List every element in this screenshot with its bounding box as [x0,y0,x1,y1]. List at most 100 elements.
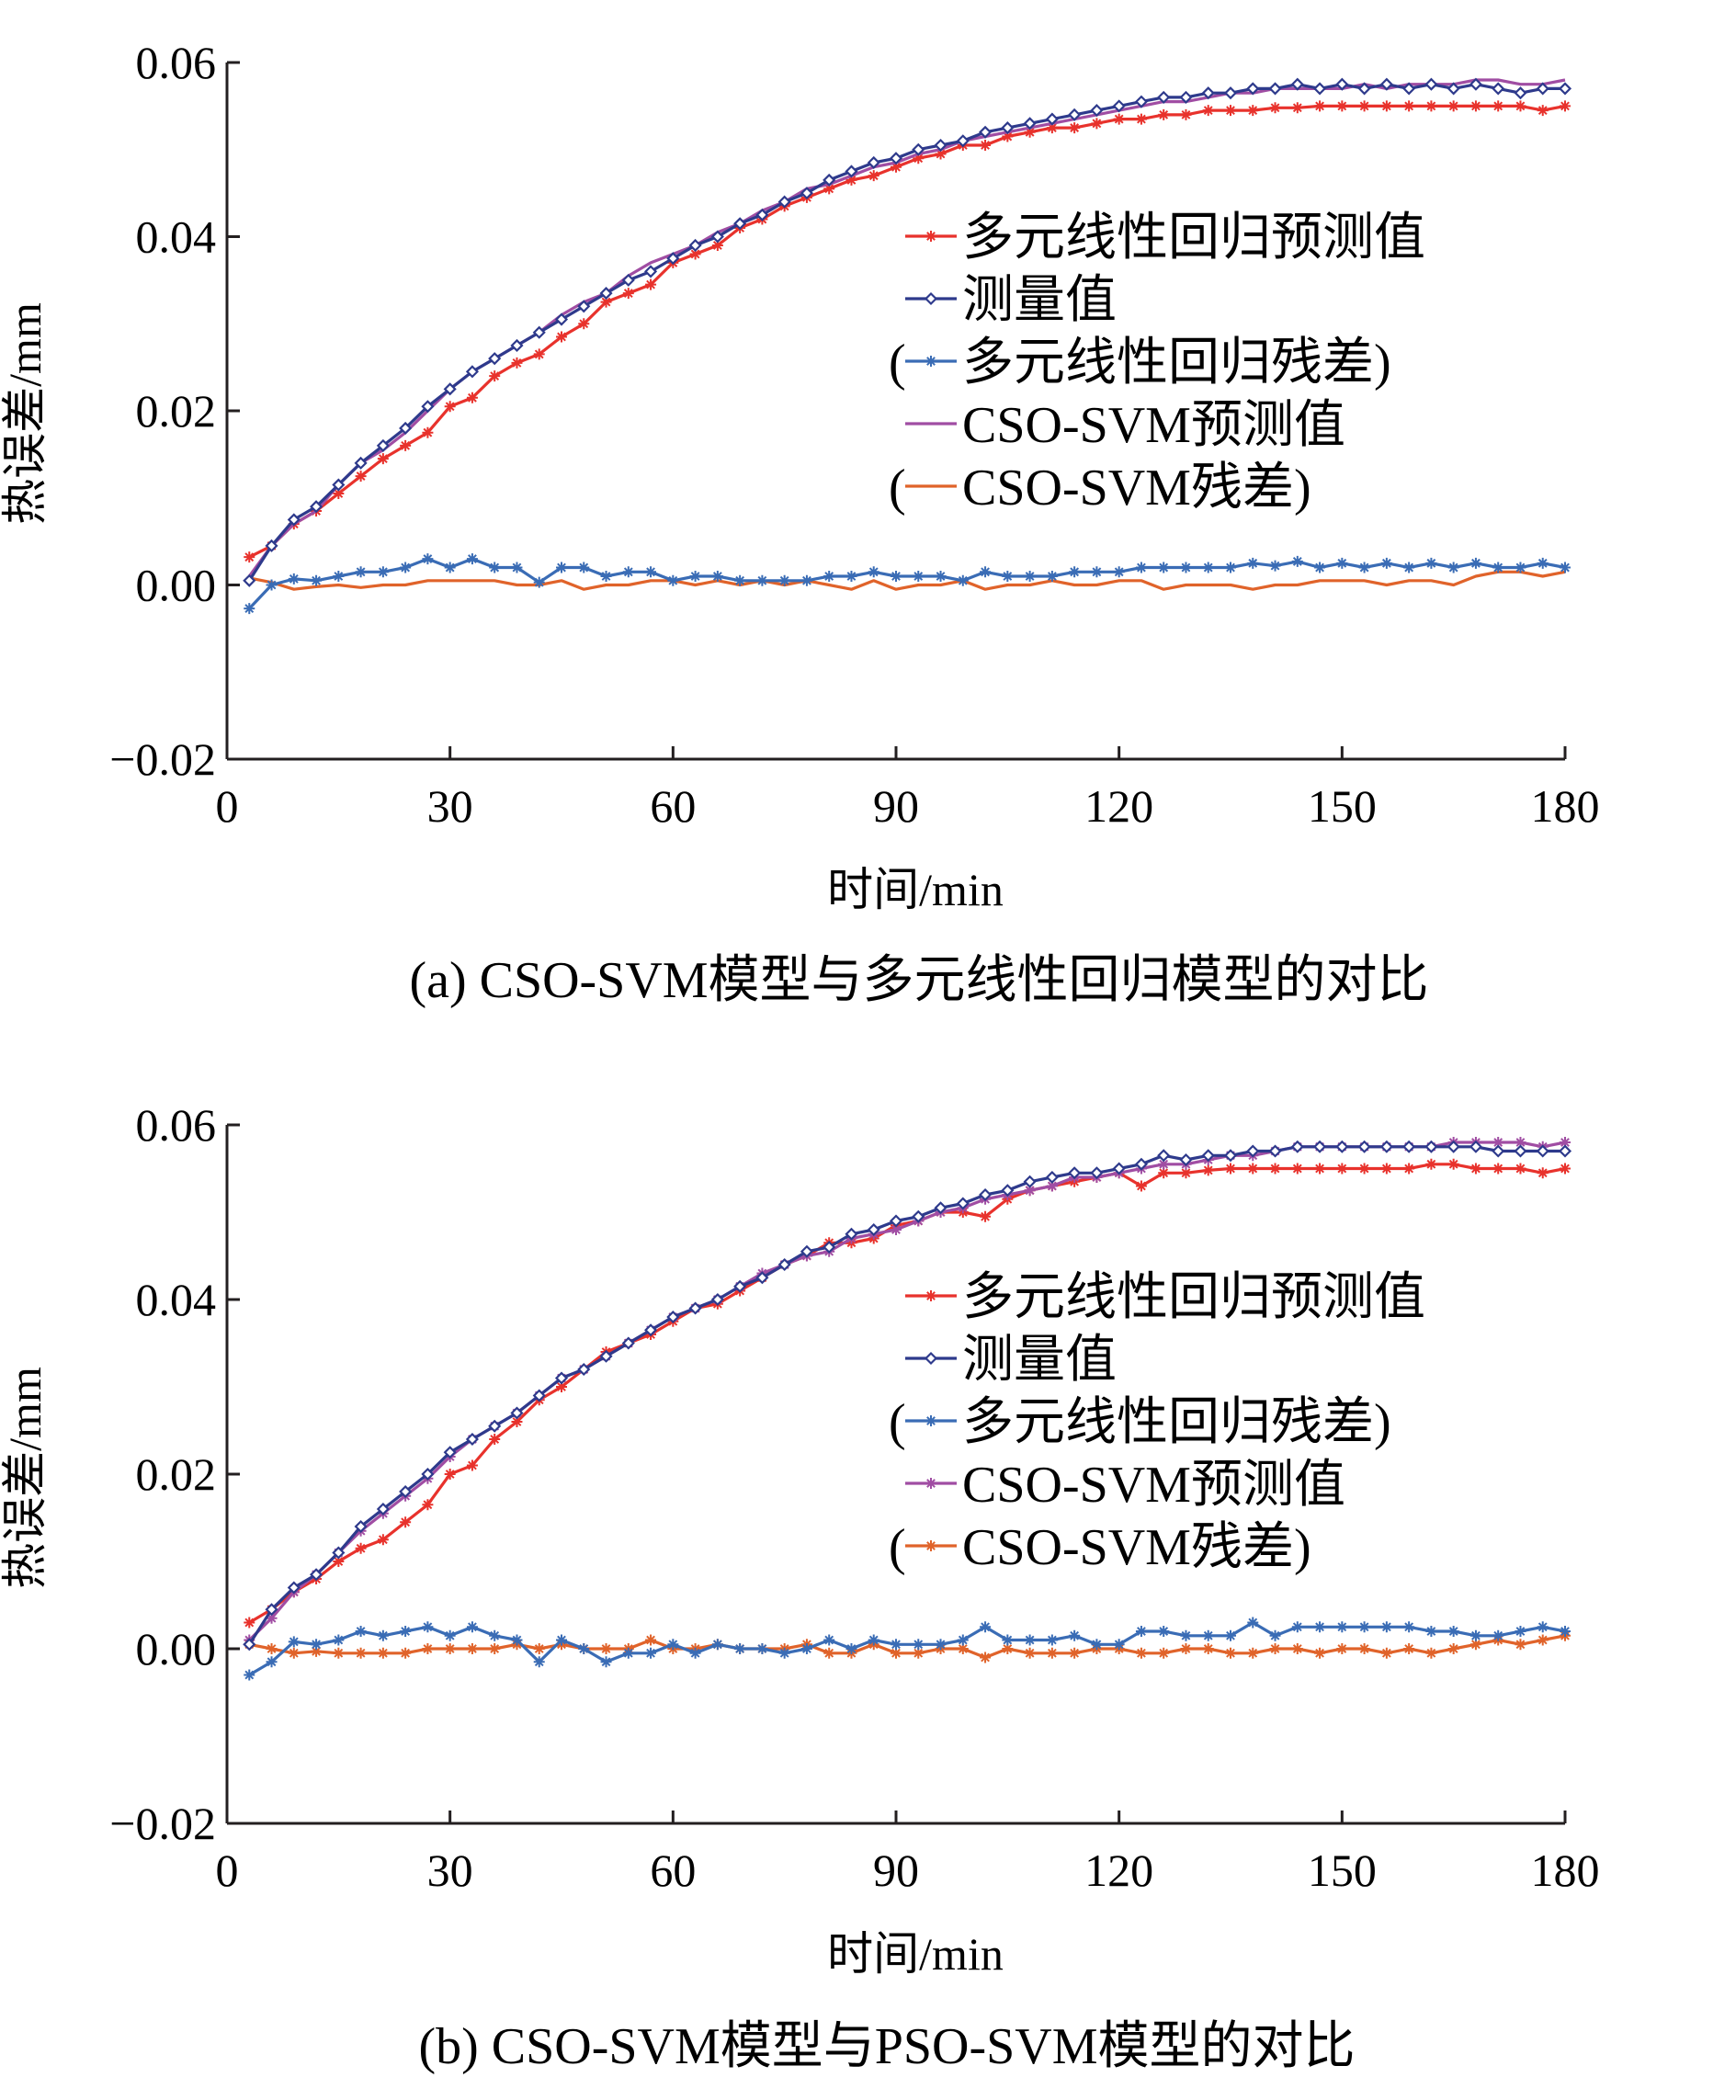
data-point-a-1 [980,140,992,152]
data-point-a-1 [511,357,523,369]
data-point-b-3 [1380,1621,1392,1633]
data-point-a-1 [466,392,478,403]
data-point-a-1 [1291,102,1303,114]
data-point-a-2 [688,238,702,253]
data-point-b-3 [1180,1629,1192,1641]
data-point-b-5 [422,1643,434,1654]
data-point-b-2 [688,1301,702,1315]
data-point-b-2 [1536,1144,1549,1158]
y-axis-label-b: 热误差/mm [0,1367,51,1589]
data-point-b-1 [355,1542,367,1554]
data-point-a-2 [1447,82,1460,96]
data-point-b-3 [1537,1621,1549,1633]
data-point-a-3 [891,571,902,583]
data-point-a-2 [710,230,724,244]
data-point-b-5 [1358,1643,1370,1654]
data-point-b-5 [913,1647,925,1659]
data-point-b-3 [1336,1621,1348,1633]
series-line-a-1 [248,104,1566,559]
data-point-b-2 [845,1227,858,1241]
legend-marker-a-3 [925,356,936,367]
data-point-b-3 [778,1647,790,1659]
data-point-a-2 [1001,121,1015,135]
data-point-b-1 [1225,1163,1236,1175]
legend-marker-b-1 [925,1290,936,1301]
data-point-b-3 [311,1639,323,1651]
data-point-b-1 [1515,1163,1526,1175]
data-point-b-1 [1135,1180,1147,1192]
legend-marker-a-1 [925,231,936,242]
data-point-a-2 [443,382,457,396]
data-point-a-1 [689,248,701,260]
data-point-a-2 [867,155,880,170]
data-point-b-3 [266,1656,278,1668]
data-point-b-3 [1425,1626,1437,1637]
y-tick-label-a: −0.02 [109,733,216,785]
data-point-a-3 [800,574,812,586]
data-point-b-2 [243,1638,256,1652]
data-point-b-5 [823,1647,835,1659]
data-point-a-2 [823,173,836,187]
data-point-b-3 [1515,1626,1526,1637]
data-point-b-3 [689,1647,701,1659]
data-point-a-2 [979,125,993,139]
y-tick-label-b: 0.00 [136,1623,217,1674]
y-tick-label-a: 0.06 [136,37,217,88]
data-point-b-1 [1158,1167,1170,1179]
data-point-a-3 [1158,562,1170,573]
legend-label-b-4: CSO-SVM预测值 [962,1457,1345,1514]
data-point-b-2 [867,1222,880,1237]
data-point-a-1 [823,183,835,195]
data-point-a-2 [845,165,858,178]
data-point-a-3 [244,603,255,615]
data-point-a-1 [1269,102,1281,114]
data-point-b-3 [667,1639,679,1651]
data-point-b-5 [1225,1647,1236,1659]
data-point-a-1 [444,401,456,413]
panel-b: −0.02 0.00 0.02 0.04 0.06 0 30 60 90 120 150 180 多元线… [0,1099,1600,2075]
data-point-b-2 [1001,1184,1015,1198]
plot-area-a: −0.02 0.00 0.02 0.04 0.06 0 30 60 90 120 150 180 多元线… [109,37,1599,832]
data-point-a-3 [1024,571,1036,583]
caption-b: (b) CSO-SVM模型与PSO-SVM模型的对比 [418,2018,1355,2075]
data-point-b-2 [599,1349,613,1363]
legend-marker-a-2 [924,291,938,306]
data-point-b-3 [622,1647,634,1659]
data-point-a-2 [376,438,390,452]
data-point-b-3 [868,1634,879,1646]
data-point-b-1 [1336,1163,1348,1175]
x-tick-label-b: 30 [427,1845,473,1896]
data-point-a-3 [556,562,567,573]
series-b-2 [243,1140,1572,1652]
data-point-b-3 [645,1647,657,1659]
data-point-b-3 [1492,1629,1504,1641]
data-point-b-1 [333,1556,345,1567]
data-point-b-1 [1492,1163,1504,1175]
data-point-b-1 [1314,1163,1326,1175]
data-point-b-3 [1158,1626,1170,1637]
data-point-b-1 [1269,1163,1281,1175]
data-point-a-1 [244,551,255,563]
data-point-a-3 [355,566,367,578]
series-b-3 [244,1617,1571,1681]
x-axis-label-b: 时间/min [827,1928,1004,1980]
data-point-b-1 [511,1416,523,1427]
data-point-a-2 [1335,77,1349,91]
data-point-b-2 [443,1446,457,1459]
data-point-a-1 [1180,108,1192,120]
data-point-b-4 [1492,1137,1504,1148]
data-point-a-3 [1560,562,1571,573]
data-point-a-1 [333,488,345,500]
data-point-b-1 [1202,1164,1214,1176]
series-b-5 [244,1629,1571,1663]
data-point-a-3 [1002,571,1014,583]
data-point-a-2 [956,134,970,148]
data-point-b-3 [1069,1629,1081,1641]
caption-a: (a) CSO-SVM模型与多元线性回归模型的对比 [409,952,1428,1009]
data-point-a-2 [800,187,813,200]
x-tick-label-b: 180 [1531,1845,1600,1896]
data-point-b-5 [1425,1647,1437,1659]
legend-marker-b-3 [925,1415,936,1426]
data-point-b-3 [935,1639,947,1651]
